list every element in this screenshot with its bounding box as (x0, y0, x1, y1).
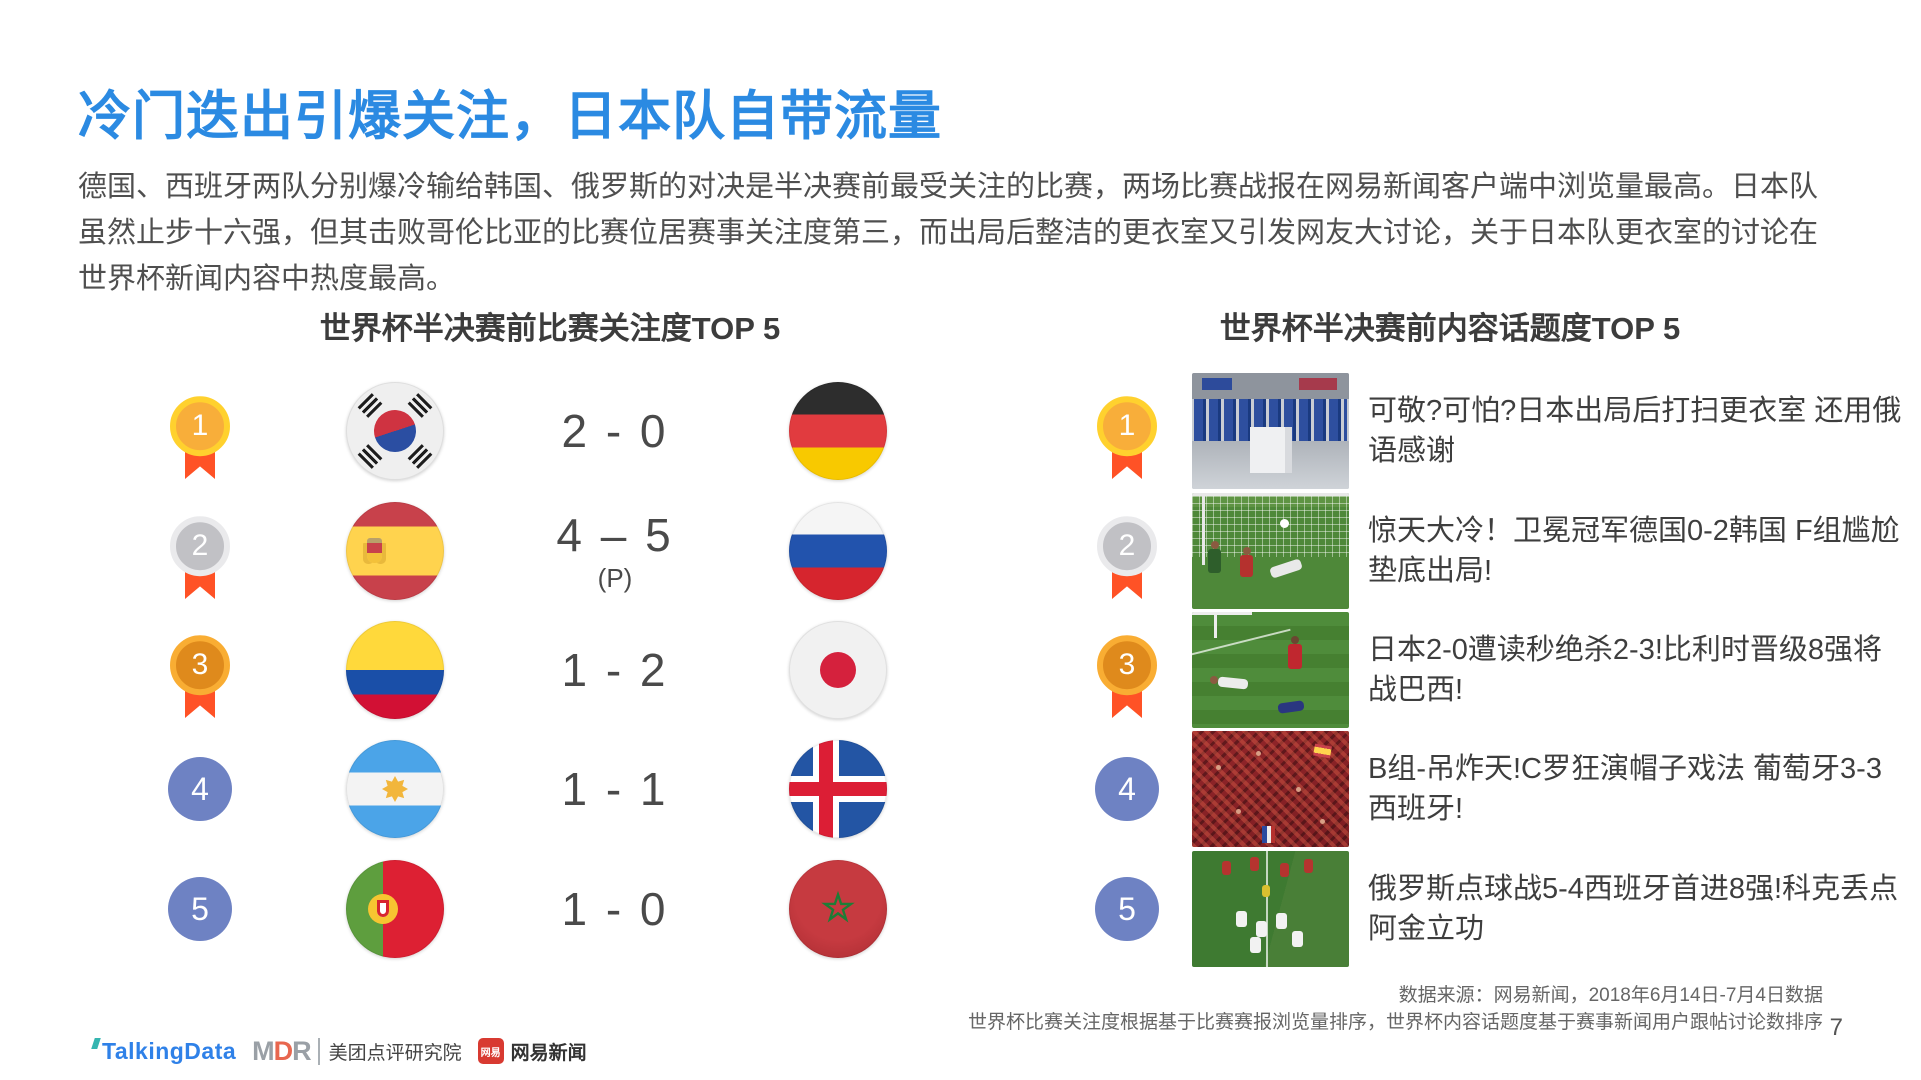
rank-1-row: 1 2 - 0 1 可敬?可怕?日本出局后打扫更衣室 还用俄语感谢 (0, 371, 1921, 491)
score-value: 2 - 0 (561, 405, 669, 457)
gold-medal-icon: 1 (165, 371, 235, 491)
pentagram-star-icon (821, 890, 855, 923)
morocco-flag-icon (789, 860, 887, 958)
news-headline: 可敬?可怕?日本出局后打扫更衣室 还用俄语感谢 (1368, 395, 1902, 467)
score-value: 4 – 5 (556, 509, 674, 561)
score-value: 1 - 0 (561, 883, 669, 935)
rank-4-badge: 4 (165, 729, 235, 849)
spain-flag-icon (346, 502, 444, 600)
page-number: 7 (1829, 1014, 1843, 1041)
rank-5-badge: 5 (1092, 849, 1162, 969)
rank-2-row: 2 4 – 5 (P) 2 惊天大冷！卫冕冠军德国0-2韩国 F组尴尬垫底出局! (0, 491, 1921, 611)
gold-medal-icon: 1 (1092, 371, 1162, 491)
source-line-1: 数据来源：网易新闻，2018年6月14日-7月4日数据 (1398, 985, 1823, 1006)
netease-news-logo: 网易 网易新闻 (477, 1038, 587, 1065)
intro-paragraph: 德国、西班牙两队分别爆冷输给韩国、俄罗斯的对决是半决赛前最受关注的比赛，两场比赛… (78, 171, 1819, 295)
rank-number: 5 (191, 890, 209, 927)
news-photo-locker-room (1192, 373, 1349, 489)
iceland-flag-icon (789, 740, 887, 838)
news-photo-team-celebration (1192, 851, 1349, 967)
source-line-2: 世界杯比赛关注度根据基于比赛赛报浏览量排序，世界杯内容话题度基于赛事新闻用户跟帖… (967, 1012, 1823, 1033)
rank-number: 4 (1118, 770, 1136, 807)
netease-badge-icon: 网易 (477, 1038, 504, 1064)
page-title: 冷门迭出引爆关注，日本队自带流量 (78, 87, 942, 146)
match-score: 2 - 0 (505, 404, 725, 458)
rank-4-badge: 4 (1092, 729, 1162, 849)
rank-5-row: 5 1 - 0 5 俄罗斯点球战5-4西班牙首进8强 (0, 849, 1921, 969)
news-headline: 惊天大冷！卫冕冠军德国0-2韩国 F组尴尬垫底出局! (1368, 515, 1900, 587)
rank-number: 4 (191, 770, 209, 807)
rank-3-row: 3 1 - 2 3 日本2-0遭读秒绝杀2-3!比利时晋级8强将战巴西! (0, 610, 1921, 730)
news-headline: B组-吊炸天!C罗狂演帽子戏法 葡萄牙3-3西班牙! (1368, 753, 1882, 825)
match-score: 1 - 1 (505, 762, 725, 816)
germany-flag-icon (789, 382, 887, 480)
match-score: 1 - 2 (505, 643, 725, 697)
rank-number: 5 (1118, 890, 1136, 927)
rank-number: 1 (191, 409, 209, 443)
talkingdata-logo: TalkingData (91, 1037, 236, 1065)
rank-number: 3 (191, 648, 209, 682)
bronze-medal-icon: 3 (1092, 610, 1162, 730)
colombia-flag-icon (346, 621, 444, 719)
score-note: (P) (597, 563, 633, 593)
score-value: 1 - 2 (561, 644, 669, 696)
south-korea-flag-icon (346, 382, 444, 480)
rank-4-row: 4 1 - 1 4 B组-吊炸天!C罗狂演帽子戏法 葡萄牙3-3西班牙! (0, 729, 1921, 849)
match-score: 1 - 0 (505, 882, 725, 936)
russia-flag-icon (789, 502, 887, 600)
silver-medal-icon: 2 (165, 491, 235, 611)
news-headline: 日本2-0遭读秒绝杀2-3!比利时晋级8强将战巴西! (1368, 634, 1883, 706)
rank-number: 2 (1118, 529, 1136, 563)
match-score: 4 – 5 (P) (505, 508, 725, 594)
bronze-medal-icon: 3 (165, 610, 235, 730)
news-headline: 俄罗斯点球战5-4西班牙首进8强!科克丢点阿金立功 (1368, 873, 1899, 945)
left-panel-header: 世界杯半决赛前比赛关注度TOP 5 (319, 311, 781, 346)
news-photo-goal-scene (1192, 493, 1349, 609)
rank-number: 1 (1118, 409, 1136, 443)
rank-number: 2 (191, 529, 209, 563)
rank-5-badge: 5 (165, 849, 235, 969)
portugal-flag-icon (346, 860, 444, 958)
talkingdata-tick-icon (91, 1037, 101, 1049)
score-value: 1 - 1 (561, 763, 669, 815)
right-panel-header: 世界杯半决赛前内容话题度TOP 5 (1219, 311, 1681, 346)
news-photo-fans-crowd (1192, 731, 1349, 847)
silver-medal-icon: 2 (1092, 491, 1162, 611)
news-photo-players-on-pitch (1192, 612, 1349, 728)
argentina-flag-icon (346, 740, 444, 838)
japan-flag-icon (789, 621, 887, 719)
rank-number: 3 (1118, 648, 1136, 682)
data-source-note: 数据来源：网易新闻，2018年6月14日-7月4日数据 世界杯比赛关注度根据基于… (968, 982, 1823, 1036)
